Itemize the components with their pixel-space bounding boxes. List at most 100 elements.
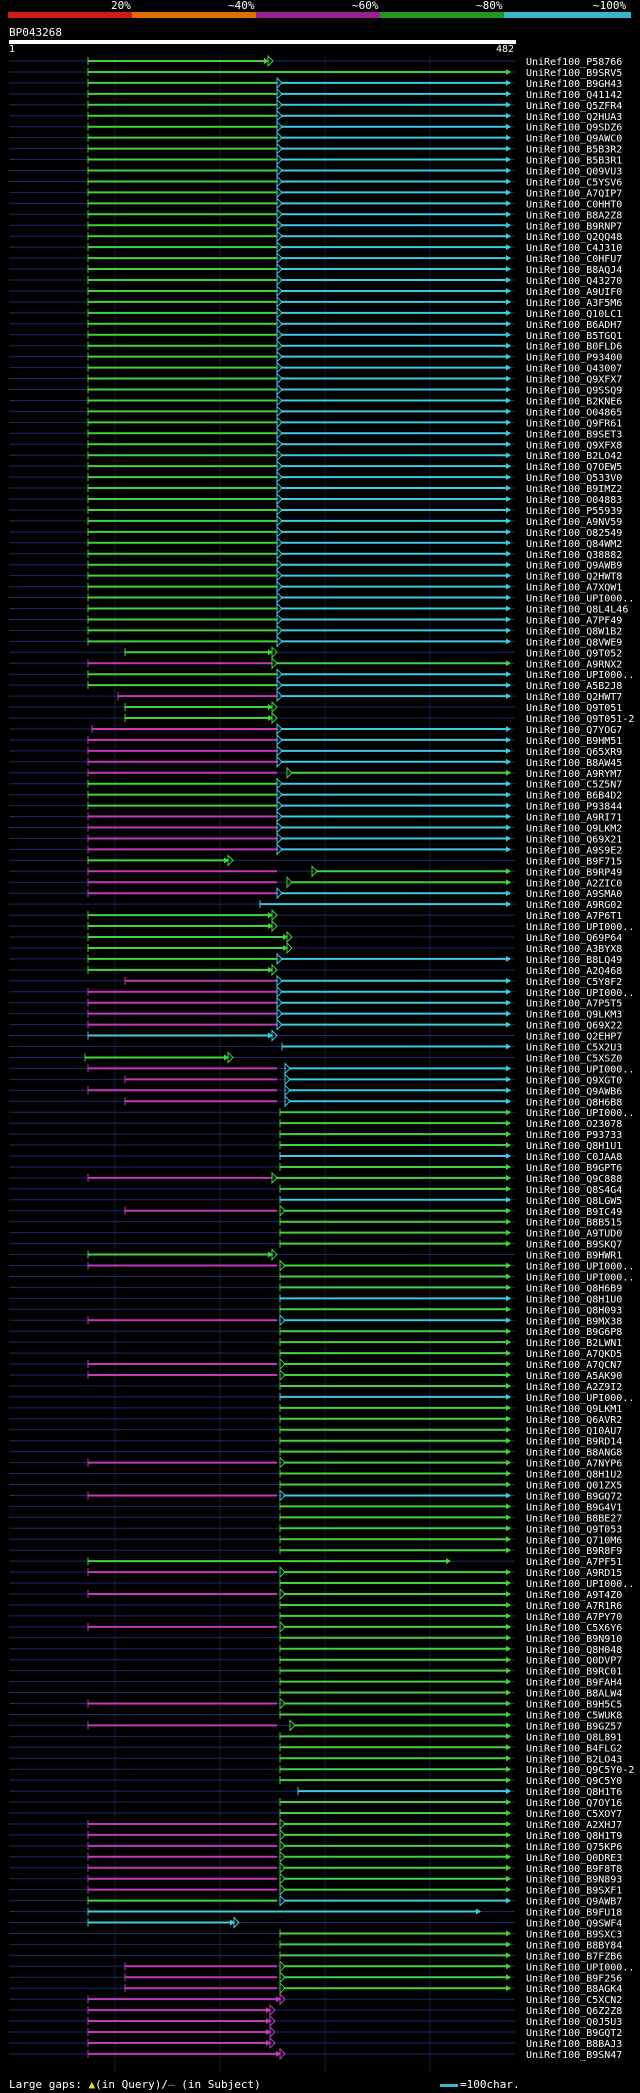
hit-row[interactable]: UniRef100_B2KNE6: [9, 394, 622, 407]
hit-row[interactable]: UniRef100_B9RD14: [9, 1436, 622, 1448]
hit-label[interactable]: UniRef100_Q533V0: [526, 473, 622, 484]
hit-row[interactable]: UniRef100_B8A2Z8: [9, 208, 622, 221]
hit-label[interactable]: UniRef100_Q9SWF4: [526, 1919, 622, 1930]
hit-label[interactable]: UniRef100_B9N910: [526, 1634, 622, 1645]
hit-label[interactable]: UniRef100_Q9T051: [526, 703, 622, 714]
hit-row[interactable]: UniRef100_UPI000..: [9, 1259, 634, 1273]
hit-row[interactable]: UniRef100_C5XSZ0: [9, 1051, 622, 1064]
hit-row[interactable]: UniRef100_C5Y8F2: [9, 974, 622, 988]
hit-label[interactable]: UniRef100_Q9LKM3: [526, 1010, 622, 1021]
hit-row[interactable]: UniRef100_B4FLG2: [9, 1743, 622, 1754]
hit-label[interactable]: UniRef100_UPI000..: [526, 1272, 634, 1283]
hit-row[interactable]: UniRef100_B8LQ49: [9, 952, 622, 966]
hit-label[interactable]: UniRef100_Q8H048: [526, 1645, 622, 1656]
hit-label[interactable]: UniRef100_Q43007: [526, 364, 622, 375]
hit-row[interactable]: UniRef100_Q9T051: [9, 700, 622, 714]
hit-label[interactable]: UniRef100_P58766: [526, 57, 622, 68]
hit-row[interactable]: UniRef100_A9S9E2: [9, 843, 622, 856]
hit-row[interactable]: UniRef100_B9H5C5: [9, 1697, 622, 1711]
hit-label[interactable]: UniRef100_Q8LGW5: [526, 1196, 622, 1207]
hit-row[interactable]: UniRef100_Q9SWF4: [9, 1916, 622, 1930]
hit-label[interactable]: UniRef100_B9IC49: [526, 1207, 622, 1218]
hit-row[interactable]: UniRef100_Q2QQ48: [9, 229, 622, 243]
hit-label[interactable]: UniRef100_B9MX38: [526, 1316, 622, 1327]
hit-label[interactable]: UniRef100_Q8L891: [526, 1732, 622, 1743]
hit-row[interactable]: UniRef100_A3BYX8: [9, 941, 622, 955]
hit-row[interactable]: UniRef100_A9NV59: [9, 514, 622, 528]
hit-label[interactable]: UniRef100_B8AGK4: [526, 1984, 622, 1995]
hit-row[interactable]: UniRef100_Q9C888: [9, 1171, 622, 1185]
hit-label[interactable]: UniRef100_A2XHJ7: [526, 1820, 622, 1831]
hit-label[interactable]: UniRef100_A9RNX2: [526, 659, 622, 670]
hit-row[interactable]: UniRef100_B8B515: [9, 1217, 622, 1229]
hit-label[interactable]: UniRef100_B9GPT6: [526, 1163, 622, 1174]
hit-row[interactable]: UniRef100_Q8H048: [9, 1644, 622, 1656]
hit-label[interactable]: UniRef100_Q9XGT0: [526, 1075, 622, 1086]
hit-row[interactable]: UniRef100_UPI000..: [9, 1272, 634, 1283]
hit-row[interactable]: UniRef100_B9N910: [9, 1633, 622, 1645]
hit-label[interactable]: UniRef100_C5XCN2: [526, 1995, 622, 2006]
hit-label[interactable]: UniRef100_B6B4D2: [526, 791, 622, 802]
hit-row[interactable]: UniRef100_Q69X22: [9, 1018, 622, 1032]
hit-row[interactable]: UniRef100_Q5ZFR4: [9, 98, 622, 112]
hit-label[interactable]: UniRef100_A9UIF0: [526, 287, 622, 298]
hit-row[interactable]: UniRef100_P93733: [9, 1130, 622, 1141]
hit-label[interactable]: UniRef100_B5B3R1: [526, 156, 622, 167]
hit-row[interactable]: UniRef100_Q84WM2: [9, 536, 622, 550]
hit-label[interactable]: UniRef100_UPI000..: [526, 988, 634, 999]
hit-label[interactable]: UniRef100_B9R8F9: [526, 1546, 622, 1557]
hit-row[interactable]: UniRef100_UPI000..: [9, 1579, 634, 1590]
hit-row[interactable]: UniRef100_A9RNX2: [9, 657, 622, 670]
hit-label[interactable]: UniRef100_B9H5C5: [526, 1700, 622, 1711]
hit-label[interactable]: UniRef100_B9RC01: [526, 1667, 622, 1678]
hit-label[interactable]: UniRef100_Q69X22: [526, 1021, 622, 1032]
hit-row[interactable]: UniRef100_P93400: [9, 350, 622, 364]
hit-label[interactable]: UniRef100_Q69X21: [526, 834, 622, 845]
hit-label[interactable]: UniRef100_B9GH43: [526, 79, 622, 90]
hit-row[interactable]: UniRef100_Q8LGW5: [9, 1195, 622, 1207]
hit-label[interactable]: UniRef100_C5YSV6: [526, 177, 622, 188]
hit-row[interactable]: UniRef100_B5B3R1: [9, 153, 622, 167]
hit-row[interactable]: UniRef100_B9SXF1: [9, 1883, 622, 1897]
hit-row[interactable]: UniRef100_B8BY84: [9, 1940, 622, 1951]
hit-row[interactable]: UniRef100_B8AQJ4: [9, 262, 622, 276]
hit-row[interactable]: UniRef100_A5AK90: [9, 1368, 622, 1382]
hit-label[interactable]: UniRef100_Q9SSQ9: [526, 386, 622, 397]
hit-label[interactable]: UniRef100_A7P6T1: [526, 911, 622, 922]
hit-row[interactable]: UniRef100_A7PF51: [9, 1557, 622, 1568]
hit-row[interactable]: UniRef100_B7FZB6: [9, 1951, 622, 1962]
hit-label[interactable]: UniRef100_P55939: [526, 506, 622, 517]
hit-label[interactable]: UniRef100_Q9C5Y0-2: [526, 1765, 634, 1776]
hit-label[interactable]: UniRef100_A7XQW1: [526, 583, 622, 594]
hit-row[interactable]: UniRef100_A7QKD5: [9, 1349, 622, 1360]
hit-label[interactable]: UniRef100_Q2HWT7: [526, 692, 622, 703]
hit-label[interactable]: UniRef100_Q9AWB7: [526, 1897, 622, 1908]
hit-row[interactable]: UniRef100_Q9LKM3: [9, 1007, 622, 1021]
hit-row[interactable]: UniRef100_Q9XFX8: [9, 438, 622, 451]
hit-label[interactable]: UniRef100_B6ADH7: [526, 320, 622, 331]
hit-label[interactable]: UniRef100_Q9SDZ6: [526, 123, 622, 134]
hit-row[interactable]: UniRef100_Q533V0: [9, 470, 622, 484]
hit-label[interactable]: UniRef100_P93400: [526, 353, 622, 364]
hit-label[interactable]: UniRef100_Q7YOG7: [526, 725, 622, 736]
hit-row[interactable]: UniRef100_Q7OEW5: [9, 459, 622, 473]
hit-row[interactable]: UniRef100_UPI000..: [9, 1108, 634, 1119]
hit-label[interactable]: UniRef100_UPI000..: [526, 1579, 634, 1590]
hit-row[interactable]: UniRef100_Q8S4G4: [9, 1184, 622, 1196]
hit-row[interactable]: UniRef100_B9SKQ7: [9, 1239, 622, 1251]
hit-row[interactable]: UniRef100_C5Z5N7: [9, 777, 622, 791]
hit-label[interactable]: UniRef100_Q8H6B9: [526, 1283, 622, 1294]
hit-row[interactable]: UniRef100_B9N893: [9, 1872, 622, 1886]
hit-row[interactable]: UniRef100_B9HM51: [9, 733, 622, 747]
hit-row[interactable]: UniRef100_Q8L891: [9, 1732, 622, 1743]
hit-row[interactable]: UniRef100_Q9C5Y0: [9, 1776, 622, 1787]
hit-label[interactable]: UniRef100_B9F715: [526, 856, 622, 867]
hit-row[interactable]: UniRef100_A7P6T1: [9, 908, 622, 922]
hit-row[interactable]: UniRef100_Q8H1U1: [9, 1141, 622, 1152]
hit-row[interactable]: UniRef100_A9SMA0: [9, 886, 622, 900]
hit-row[interactable]: UniRef100_A7P5T5: [9, 996, 622, 1010]
hit-label[interactable]: UniRef100_UPI000..: [526, 1262, 634, 1273]
hit-label[interactable]: UniRef100_Q6Z2Z8: [526, 2006, 622, 2017]
hit-row[interactable]: UniRef100_Q9AWB9: [9, 558, 622, 572]
hit-label[interactable]: UniRef100_B9F8T8: [526, 1864, 622, 1875]
